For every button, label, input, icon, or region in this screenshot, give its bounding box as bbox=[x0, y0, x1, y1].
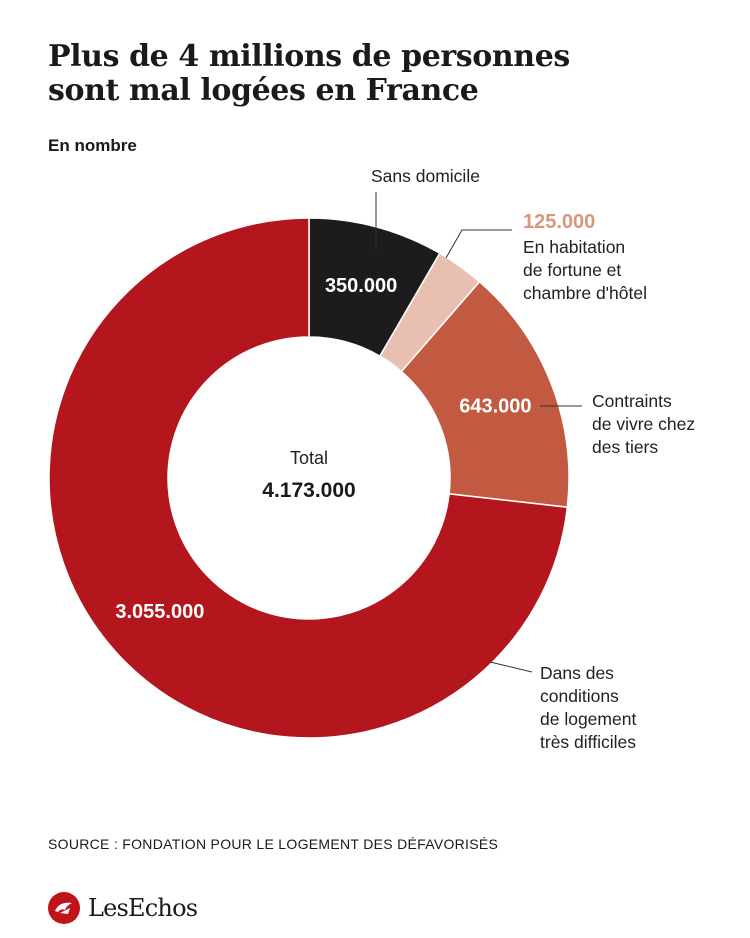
chart-subtitle: En nombre bbox=[48, 136, 137, 155]
slice-category-label: Dans des bbox=[540, 663, 614, 683]
chart-title: Plus de 4 millions de personnes sont mal… bbox=[48, 40, 688, 108]
brand-name: LesEchos bbox=[88, 894, 198, 922]
center-total-value: 4.173.000 bbox=[262, 479, 355, 502]
donut-slice bbox=[400, 280, 570, 509]
chart-title-line: sont mal logées en France bbox=[48, 73, 479, 108]
slice-category-label: des tiers bbox=[592, 437, 658, 457]
center-total-label: Total bbox=[290, 448, 328, 468]
slice-category-label: Contraints bbox=[592, 391, 672, 411]
leader-line bbox=[445, 229, 512, 259]
slice-value-label: 3.055.000 bbox=[115, 601, 204, 623]
slice-value-label: 125.000 bbox=[523, 211, 595, 233]
slice-value-label: 643.000 bbox=[459, 395, 531, 417]
slice-category-label: chambre d'hôtel bbox=[523, 283, 647, 303]
slice-value-label: 350.000 bbox=[325, 275, 397, 297]
slice-category-label: Sans domicile bbox=[371, 166, 480, 186]
slice-category-label: très difficiles bbox=[540, 732, 636, 752]
slice-category-label: conditions bbox=[540, 686, 619, 706]
chart-title-line: Plus de 4 millions de personnes bbox=[48, 39, 570, 74]
source-note: SOURCE : FONDATION POUR LE LOGEMENT DES … bbox=[48, 836, 499, 852]
slice-category-label: de vivre chez bbox=[592, 414, 695, 434]
brand-logo: LesEchos bbox=[48, 888, 198, 928]
leader-line bbox=[489, 661, 533, 673]
slice-category-label: de fortune et bbox=[523, 260, 621, 280]
donut-slice bbox=[48, 217, 569, 739]
slice-category-label: de logement bbox=[540, 709, 636, 729]
slice-category-label: En habitation bbox=[523, 237, 625, 257]
les-echos-logo-icon bbox=[48, 892, 80, 924]
